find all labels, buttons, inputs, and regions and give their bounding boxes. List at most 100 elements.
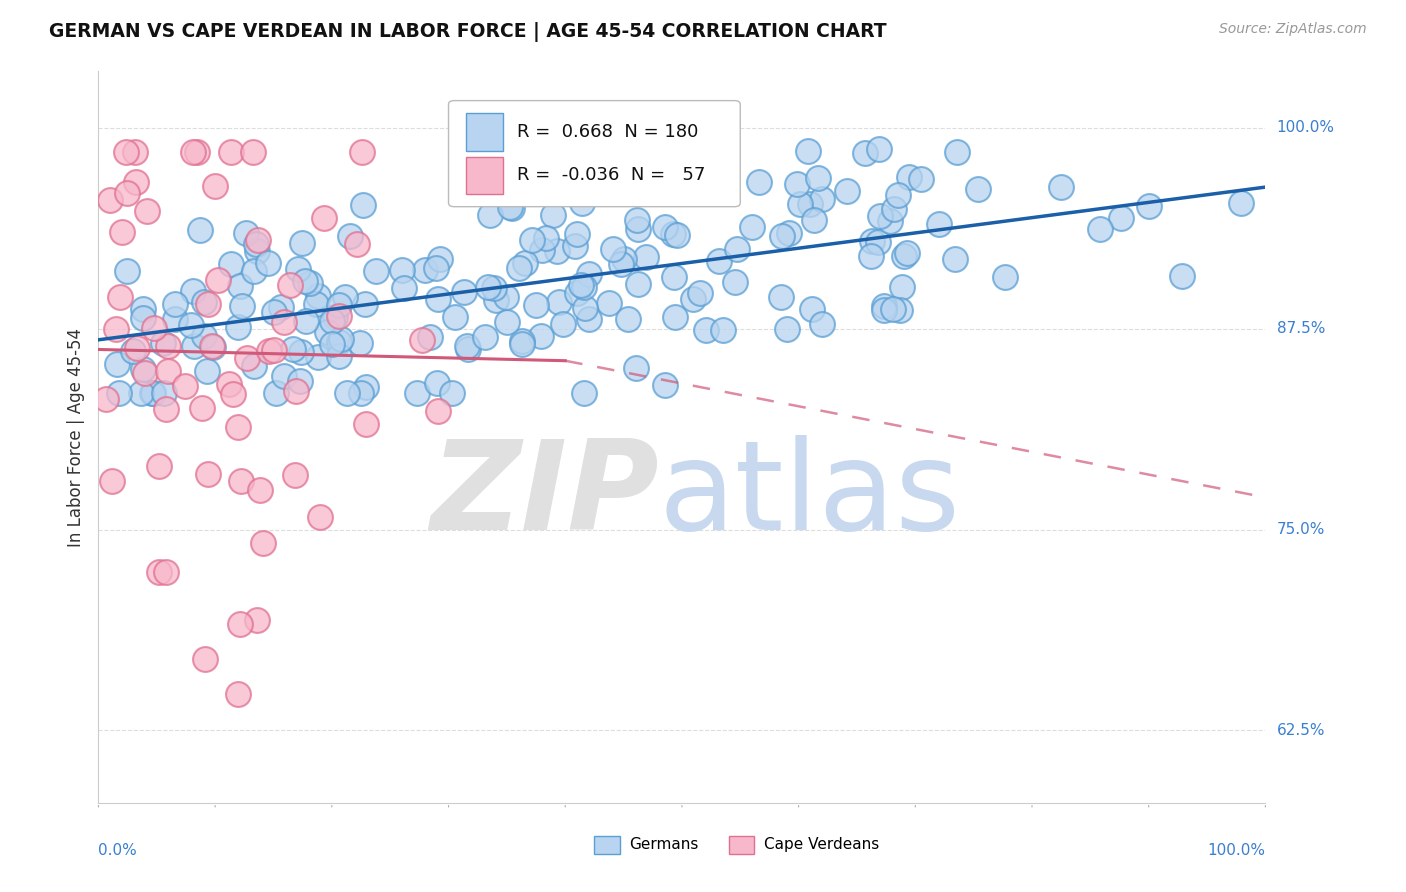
Point xyxy=(682,292,704,306)
Point xyxy=(290,345,312,359)
Point xyxy=(654,378,676,392)
Point xyxy=(910,172,932,186)
Point xyxy=(598,295,620,310)
Point xyxy=(711,323,734,337)
Bar xyxy=(595,836,620,854)
Point xyxy=(479,208,502,222)
Point xyxy=(457,342,479,356)
Point xyxy=(1229,196,1251,211)
Text: Cape Verdeans: Cape Verdeans xyxy=(763,838,879,853)
Point xyxy=(392,280,415,294)
Point xyxy=(264,385,287,400)
Point xyxy=(626,361,648,376)
Point xyxy=(419,330,441,344)
Point xyxy=(183,284,205,298)
Point xyxy=(769,290,792,304)
Point xyxy=(201,340,224,354)
Point xyxy=(482,281,505,295)
Text: Source: ZipAtlas.com: Source: ZipAtlas.com xyxy=(1219,22,1367,37)
Point xyxy=(807,171,830,186)
Point xyxy=(105,357,128,371)
Point xyxy=(891,280,914,294)
Point xyxy=(1050,180,1073,194)
Point xyxy=(165,297,187,311)
Point xyxy=(485,293,508,307)
Point xyxy=(571,196,593,211)
Point xyxy=(709,253,731,268)
Point xyxy=(689,286,711,301)
Point xyxy=(524,298,547,312)
Point xyxy=(426,292,449,306)
Point xyxy=(148,459,170,474)
Point xyxy=(132,311,155,326)
Point xyxy=(946,145,969,159)
Point xyxy=(295,314,318,328)
Point xyxy=(541,208,564,222)
Point xyxy=(776,321,799,335)
Point xyxy=(547,295,569,310)
Point xyxy=(662,270,685,285)
Point xyxy=(882,301,904,316)
Point xyxy=(496,315,519,329)
Point xyxy=(1088,222,1111,236)
Point xyxy=(551,317,574,331)
Point xyxy=(101,474,124,488)
Point xyxy=(943,252,966,267)
Point xyxy=(246,244,269,258)
Point xyxy=(498,200,520,214)
Point xyxy=(108,385,131,400)
Point xyxy=(108,290,131,304)
Y-axis label: In Labor Force | Age 45-54: In Labor Force | Age 45-54 xyxy=(66,327,84,547)
Point xyxy=(356,417,378,432)
Text: Germans: Germans xyxy=(630,838,699,853)
Text: ZIP: ZIP xyxy=(430,435,658,556)
Point xyxy=(411,333,433,347)
Point xyxy=(229,278,252,293)
Point xyxy=(406,385,429,400)
Point xyxy=(789,197,811,211)
Point xyxy=(772,228,794,243)
Point xyxy=(249,483,271,498)
Point xyxy=(312,211,335,226)
Point xyxy=(328,309,350,323)
Point xyxy=(294,274,316,288)
Point xyxy=(889,303,911,318)
Point xyxy=(291,236,314,251)
Point xyxy=(221,257,243,271)
Point xyxy=(247,233,270,247)
Point xyxy=(285,384,308,398)
Point xyxy=(565,227,588,241)
Point xyxy=(94,392,117,407)
Point xyxy=(453,285,475,299)
Point xyxy=(627,277,650,291)
Point xyxy=(181,145,204,159)
Point xyxy=(193,295,215,310)
Text: 87.5%: 87.5% xyxy=(1277,321,1324,336)
Point xyxy=(263,304,285,318)
Point xyxy=(578,267,600,281)
Point xyxy=(896,246,918,260)
Point xyxy=(565,286,588,301)
Point xyxy=(339,229,361,244)
Point xyxy=(263,343,285,358)
Point xyxy=(235,226,257,240)
Point xyxy=(252,536,274,550)
Point xyxy=(226,420,249,434)
Point xyxy=(308,350,330,364)
Point xyxy=(191,401,214,415)
Point xyxy=(413,262,436,277)
Point xyxy=(352,145,374,159)
Point xyxy=(195,364,218,378)
Point xyxy=(440,385,463,400)
Point xyxy=(810,192,832,206)
Point xyxy=(226,319,249,334)
Point xyxy=(153,385,176,400)
Point xyxy=(803,212,825,227)
Point xyxy=(152,336,174,351)
Point xyxy=(346,237,368,252)
Point xyxy=(323,310,346,324)
Point xyxy=(330,332,353,346)
Point xyxy=(574,176,596,190)
Point xyxy=(354,380,377,394)
Point xyxy=(1170,268,1192,283)
